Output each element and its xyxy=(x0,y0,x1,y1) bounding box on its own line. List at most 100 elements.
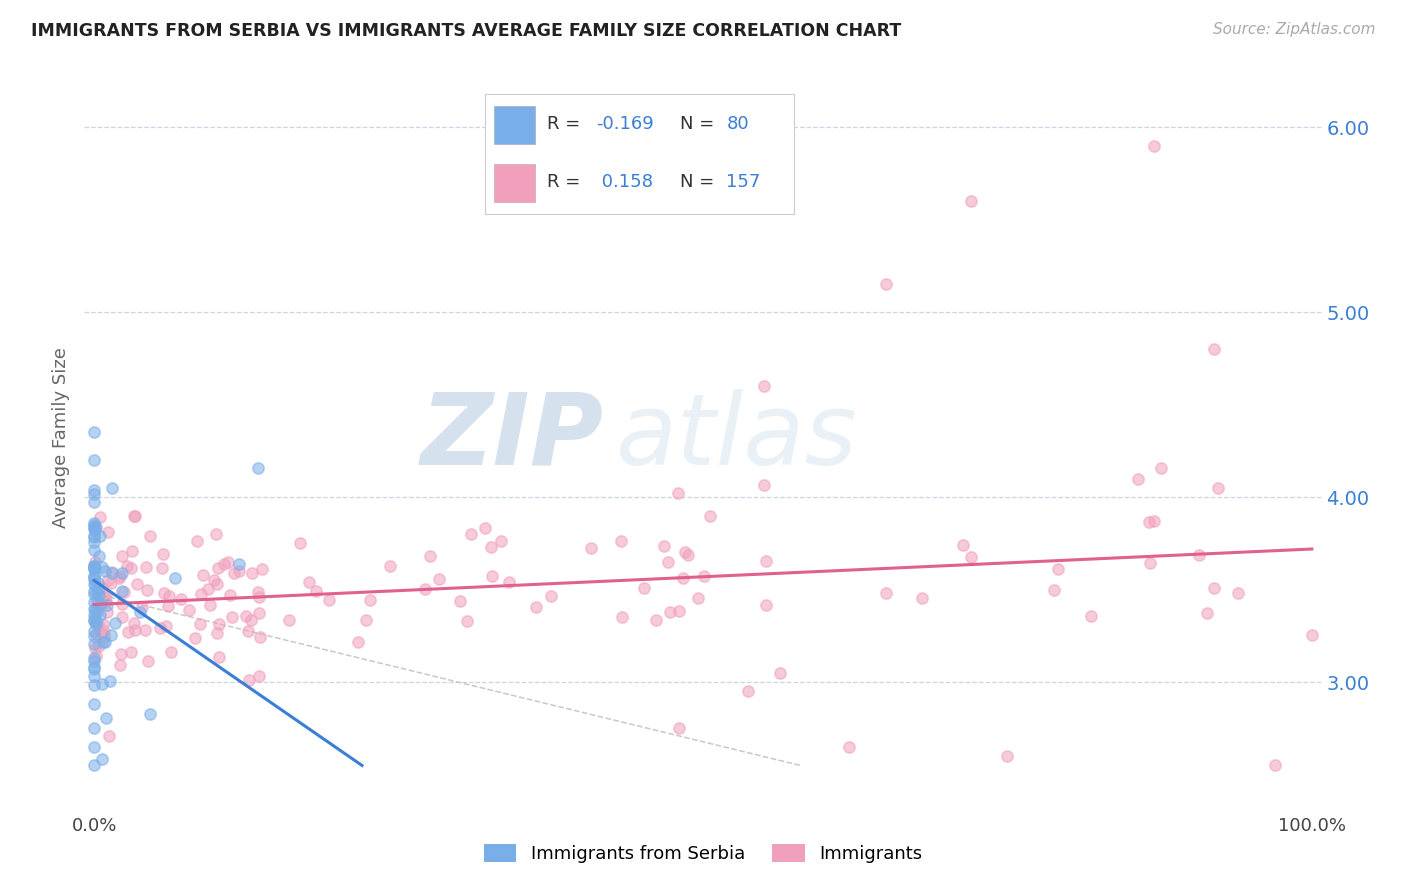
Point xyxy=(83,453,105,467)
Point xyxy=(768,665,790,680)
Point xyxy=(149,621,172,635)
Point xyxy=(93,616,115,631)
Point xyxy=(198,599,221,613)
Point xyxy=(204,527,226,541)
Point xyxy=(135,582,157,597)
Point xyxy=(83,560,105,574)
Point xyxy=(98,729,121,743)
Point xyxy=(222,566,245,580)
Point xyxy=(83,556,105,570)
Point xyxy=(1137,515,1160,529)
Point xyxy=(875,277,897,292)
Point xyxy=(122,508,145,523)
Point xyxy=(1206,481,1229,495)
Point xyxy=(277,613,299,627)
Point xyxy=(84,615,107,630)
Point xyxy=(112,584,135,599)
Point xyxy=(94,635,117,649)
Point xyxy=(115,558,138,573)
Point xyxy=(83,483,105,497)
Point xyxy=(120,645,142,659)
Point xyxy=(481,569,503,583)
Point xyxy=(1142,514,1164,528)
Point xyxy=(83,613,105,627)
Point xyxy=(84,577,107,591)
Point xyxy=(83,662,105,676)
Point xyxy=(101,565,124,579)
Point xyxy=(83,516,105,530)
Point xyxy=(136,653,159,667)
Text: 80: 80 xyxy=(727,115,749,134)
Point xyxy=(131,600,153,615)
Text: IMMIGRANTS FROM SERBIA VS IMMIGRANTS AVERAGE FAMILY SIZE CORRELATION CHART: IMMIGRANTS FROM SERBIA VS IMMIGRANTS AVE… xyxy=(31,22,901,40)
Point xyxy=(150,561,173,575)
Point xyxy=(1150,461,1173,475)
Point xyxy=(83,559,105,574)
Point xyxy=(83,758,105,772)
Point xyxy=(755,598,778,612)
Point xyxy=(86,576,108,591)
Point xyxy=(83,614,105,628)
Point xyxy=(657,555,679,569)
Point xyxy=(1042,582,1064,597)
Point xyxy=(89,510,111,524)
Point xyxy=(419,549,441,563)
Point xyxy=(186,534,208,549)
Point xyxy=(124,509,146,524)
Point xyxy=(460,527,482,541)
Point xyxy=(83,595,105,609)
Point xyxy=(359,593,381,607)
Text: N =: N = xyxy=(681,115,720,134)
Point xyxy=(652,539,675,553)
Legend: Immigrants from Serbia, Immigrants: Immigrants from Serbia, Immigrants xyxy=(477,837,929,870)
Point xyxy=(610,533,633,548)
Point xyxy=(354,613,377,627)
Point xyxy=(90,581,112,595)
Point xyxy=(91,677,114,691)
Point xyxy=(83,697,105,711)
Point xyxy=(83,530,105,544)
Point xyxy=(236,624,259,639)
Point xyxy=(1139,556,1161,570)
Point xyxy=(100,628,122,642)
Point xyxy=(86,585,108,599)
Point xyxy=(83,561,105,575)
Point xyxy=(83,535,105,549)
Point xyxy=(89,599,111,614)
Point xyxy=(108,568,131,582)
Point xyxy=(111,610,134,624)
Point xyxy=(240,566,263,580)
Point xyxy=(134,624,156,638)
Point xyxy=(117,625,139,640)
Point xyxy=(111,597,134,611)
Point xyxy=(94,588,117,602)
Point xyxy=(97,573,120,587)
Point xyxy=(305,584,328,599)
Point xyxy=(205,625,228,640)
Point xyxy=(960,194,983,209)
Point xyxy=(152,547,174,561)
Point xyxy=(89,597,111,611)
Point xyxy=(693,568,716,582)
Point xyxy=(666,485,689,500)
Point xyxy=(247,460,270,475)
Point xyxy=(579,541,602,556)
Point xyxy=(207,577,229,591)
Point xyxy=(228,557,250,571)
Point xyxy=(94,564,117,578)
Point xyxy=(197,582,219,597)
Point xyxy=(84,627,107,641)
Point xyxy=(83,669,105,683)
Point xyxy=(177,603,200,617)
Point xyxy=(83,562,105,576)
Point xyxy=(111,549,134,563)
FancyBboxPatch shape xyxy=(495,106,534,145)
Point xyxy=(87,639,110,653)
Point xyxy=(93,629,115,643)
Point xyxy=(122,615,145,630)
Point xyxy=(84,524,107,538)
Point xyxy=(83,624,105,639)
Point xyxy=(645,613,668,627)
Point xyxy=(110,658,132,673)
Point xyxy=(83,570,105,584)
